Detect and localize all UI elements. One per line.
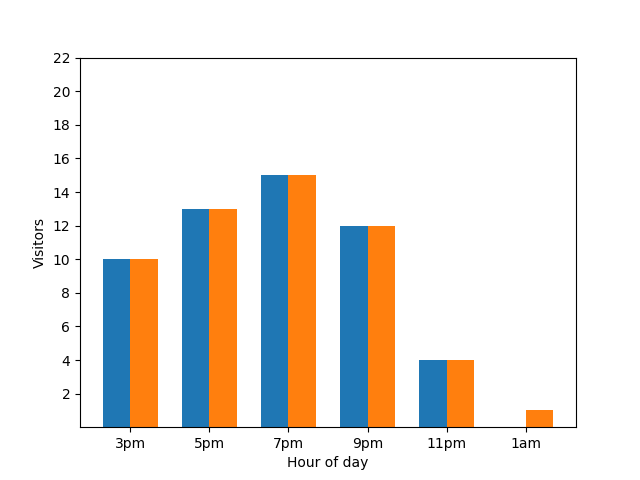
- Bar: [419, 360, 447, 427]
- Bar: [130, 259, 158, 427]
- Bar: [447, 360, 474, 427]
- Y-axis label: Visitors: Visitors: [33, 217, 47, 268]
- Bar: [526, 410, 554, 427]
- Bar: [102, 259, 130, 427]
- Bar: [367, 226, 396, 427]
- Bar: [182, 209, 209, 427]
- Bar: [209, 209, 237, 427]
- X-axis label: Hour of day: Hour of day: [287, 456, 369, 470]
- Bar: [340, 226, 367, 427]
- Bar: [289, 175, 316, 427]
- Bar: [260, 175, 289, 427]
